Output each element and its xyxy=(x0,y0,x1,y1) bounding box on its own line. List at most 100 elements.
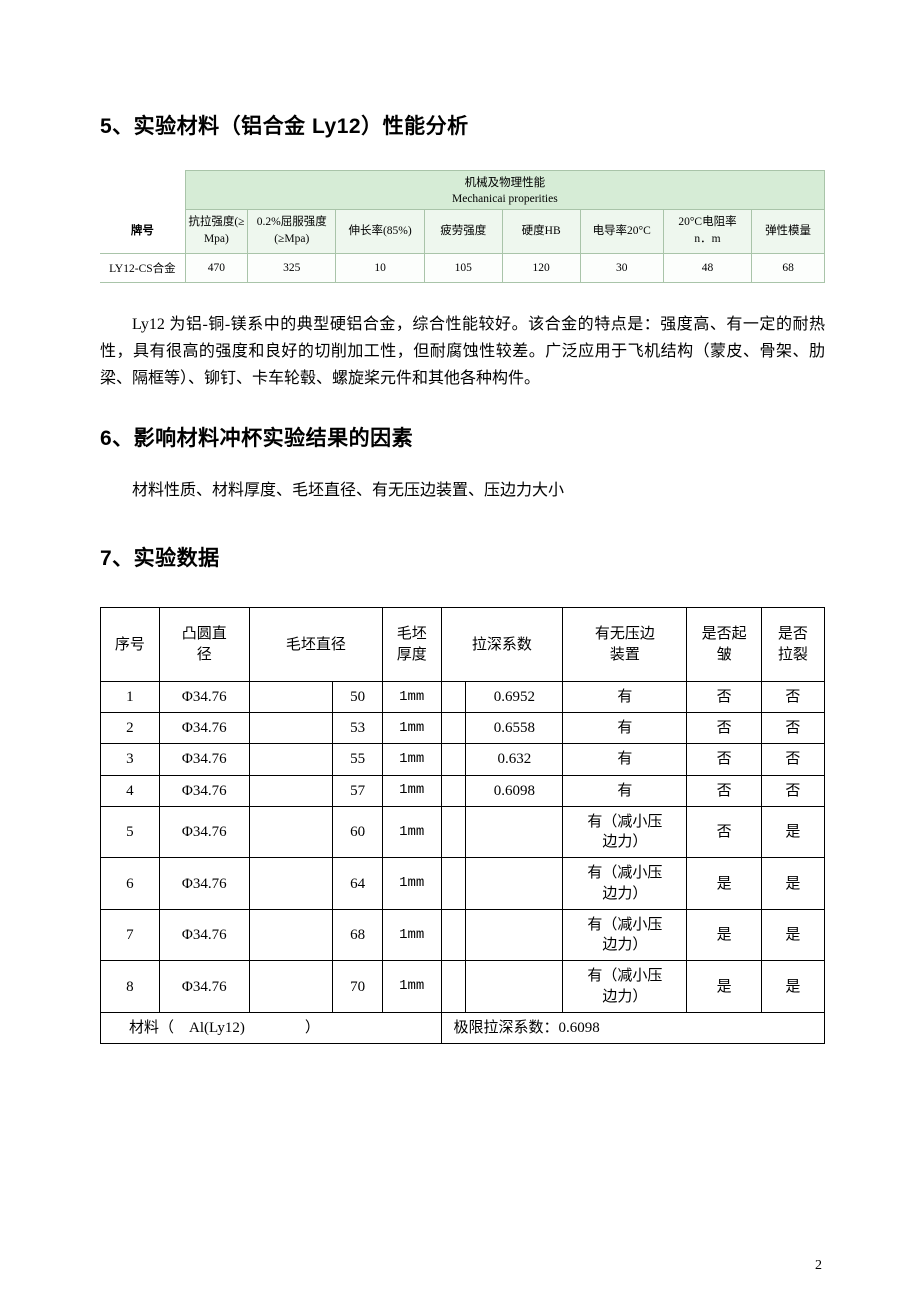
t1-c1b: Mpa) xyxy=(188,231,245,248)
t2-blank: 57 xyxy=(333,775,383,806)
t1-col5: 硬度HB xyxy=(502,210,580,254)
t2-blank: 70 xyxy=(333,961,383,1013)
t1-v2: 325 xyxy=(248,253,336,282)
t1-datarow: LY12-CS合金 470 325 10 105 120 30 48 68 xyxy=(100,253,825,282)
paragraph-factors: 材料性质、材料厚度、毛坯直径、有无压边装置、压边力大小 xyxy=(100,477,825,504)
t2-seq: 6 xyxy=(101,858,160,910)
table-row: 8Φ34.76701mm有（减小压 边力）是是 xyxy=(101,961,825,1013)
t2-seq: 2 xyxy=(101,713,160,744)
t2-hold: 有（减小压 边力） xyxy=(563,909,687,961)
t2-seq: 4 xyxy=(101,775,160,806)
t2-seq: 5 xyxy=(101,806,160,858)
t2-h-hold: 有无压边 装置 xyxy=(563,608,687,682)
t2-punch: Φ34.76 xyxy=(159,681,249,712)
t1-v1: 470 xyxy=(185,253,247,282)
t2-thick: 1mm xyxy=(382,909,441,961)
table-row: 1Φ34.76501mm0.6952有否否 xyxy=(101,681,825,712)
t2-ratio: 0.6098 xyxy=(466,775,563,806)
t2-h-punch: 凸圆直 径 xyxy=(159,608,249,682)
t2-h-seq: 序号 xyxy=(101,608,160,682)
t2-wrinkle: 否 xyxy=(687,681,761,712)
t2-blank: 60 xyxy=(333,806,383,858)
t2-hold: 有 xyxy=(563,744,687,775)
mechanical-properties-table: 机械及物理性能 Mechanicai properities 牌号 抗拉强度(≥… xyxy=(100,170,825,283)
t2-wrinkle: 是 xyxy=(687,858,761,910)
t2-hold: 有 xyxy=(563,681,687,712)
t2-seq: 7 xyxy=(101,909,160,961)
t2-ratio-empty xyxy=(441,681,466,712)
t2-blank: 68 xyxy=(333,909,383,961)
t2-crack: 是 xyxy=(761,961,824,1013)
heading-7: 7、实验数据 xyxy=(100,542,825,572)
t2-punch: Φ34.76 xyxy=(159,961,249,1013)
t2-crack: 是 xyxy=(761,909,824,961)
t2-wrinkle: 是 xyxy=(687,909,761,961)
t2-blank: 64 xyxy=(333,858,383,910)
t1-c7a: 20°C电阻率 xyxy=(678,216,736,228)
table-row: 5Φ34.76601mm有（减小压 边力）否是 xyxy=(101,806,825,858)
t1-sh-line1: 机械及物理性能 xyxy=(465,177,546,189)
t1-sh-line2: Mechanicai properities xyxy=(452,193,558,205)
t1-rowheader: 牌号 xyxy=(100,210,185,254)
t2-blank-empty xyxy=(249,961,332,1013)
t2-ratio-empty xyxy=(441,858,466,910)
t1-superheader: 机械及物理性能 Mechanicai properities xyxy=(185,171,824,210)
t2-ratio xyxy=(466,858,563,910)
t2-blank: 50 xyxy=(333,681,383,712)
t2-h-thick: 毛坯 厚度 xyxy=(382,608,441,682)
t2-blank-empty xyxy=(249,681,332,712)
t2-blank-empty xyxy=(249,806,332,858)
t1-col8: 弹性模量 xyxy=(752,210,825,254)
t2-ratio xyxy=(466,806,563,858)
t2-thick: 1mm xyxy=(382,713,441,744)
t2-thick: 1mm xyxy=(382,858,441,910)
t2-thick: 1mm xyxy=(382,681,441,712)
experiment-data-table: 序号 凸圆直 径 毛坯直径 毛坯 厚度 拉深系数 有无压边 装置 是否起 皱 是… xyxy=(100,607,825,1044)
t2-blank-empty xyxy=(249,909,332,961)
t2-ratio-empty xyxy=(441,775,466,806)
t2-thick: 1mm xyxy=(382,744,441,775)
t2-blank-empty xyxy=(249,858,332,910)
t2-footer-material: 材料（ Al(Ly12) ） xyxy=(101,1012,442,1043)
t2-wrinkle: 否 xyxy=(687,775,761,806)
t1-col2: 0.2%屈服强度(≥Mpa) xyxy=(248,210,336,254)
t2-ratio-empty xyxy=(441,909,466,961)
t2-wrinkle: 否 xyxy=(687,713,761,744)
t2-hold: 有 xyxy=(563,775,687,806)
t2-blank-empty xyxy=(249,713,332,744)
t2-punch: Φ34.76 xyxy=(159,744,249,775)
t2-ratio: 0.6952 xyxy=(466,681,563,712)
t2-seq: 3 xyxy=(101,744,160,775)
t2-wrinkle: 否 xyxy=(687,806,761,858)
t2-blank: 55 xyxy=(333,744,383,775)
t2-blank-empty xyxy=(249,775,332,806)
t2-ratio-empty xyxy=(441,713,466,744)
t2-h-ratio: 拉深系数 xyxy=(441,608,563,682)
t2-h-wrinkle: 是否起 皱 xyxy=(687,608,761,682)
heading-6: 6、影响材料冲杯实验结果的因素 xyxy=(100,422,825,452)
t2-blank-empty xyxy=(249,744,332,775)
t2-hold: 有（减小压 边力） xyxy=(563,961,687,1013)
t2-ratio: 0.632 xyxy=(466,744,563,775)
t2-blank: 53 xyxy=(333,713,383,744)
t2-seq: 8 xyxy=(101,961,160,1013)
t2-footer-limit: 极限拉深系数：0.6098 xyxy=(441,1012,824,1043)
table-row: 7Φ34.76681mm有（减小压 边力）是是 xyxy=(101,909,825,961)
t2-hold: 有 xyxy=(563,713,687,744)
table-row: 3Φ34.76551mm0.632有否否 xyxy=(101,744,825,775)
t1-col6: 电导率20°C xyxy=(580,210,663,254)
t2-crack: 否 xyxy=(761,713,824,744)
t1-col4: 疲劳强度 xyxy=(424,210,502,254)
t2-footer-row: 材料（ Al(Ly12) ） 极限拉深系数：0.6098 xyxy=(101,1012,825,1043)
t1-c1a: 抗拉强度(≥ xyxy=(188,216,244,228)
heading-5: 5、实验材料（铝合金 Ly12）性能分析 xyxy=(100,110,825,140)
t2-crack: 否 xyxy=(761,775,824,806)
t2-seq: 1 xyxy=(101,681,160,712)
table-row: 4Φ34.76571mm0.6098有否否 xyxy=(101,775,825,806)
t2-ratio-empty xyxy=(441,744,466,775)
paragraph-material-desc: Ly12 为铝-铜-镁系中的典型硬铝合金，综合性能较好。该合金的特点是：强度高、… xyxy=(100,311,825,393)
page-number: 2 xyxy=(815,1258,822,1274)
t2-ratio xyxy=(466,909,563,961)
t1-v5: 120 xyxy=(502,253,580,282)
t1-col1: 抗拉强度(≥ Mpa) xyxy=(185,210,247,254)
